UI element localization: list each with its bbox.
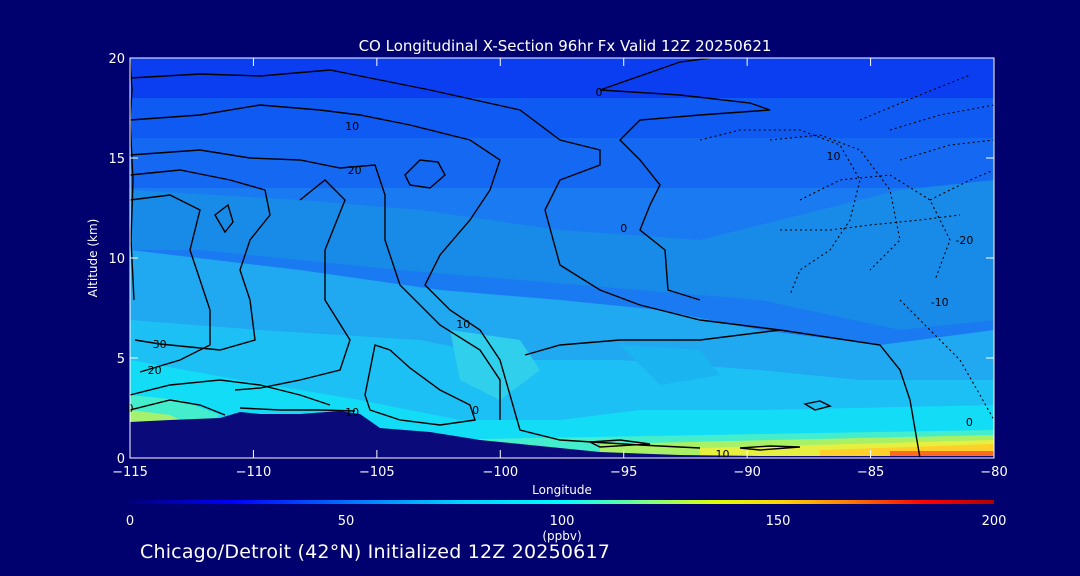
- y-tick-label: 20: [108, 52, 125, 67]
- x-tick-label: −80: [980, 465, 1007, 480]
- y-axis: 0 5 10 15 20: [108, 52, 994, 467]
- contour-label: 0: [472, 404, 479, 417]
- x-tick-label: −115: [112, 465, 148, 480]
- concentration-field: [130, 58, 994, 458]
- contour-label: 0: [620, 222, 627, 235]
- contour-label: -20: [955, 234, 973, 247]
- contour-label: 20: [348, 164, 362, 177]
- contour-label: 10: [456, 318, 470, 331]
- x-tick-label: −110: [236, 465, 272, 480]
- x-tick-label: −100: [482, 465, 518, 480]
- y-tick-label: 10: [108, 252, 125, 267]
- colorbar-tick-label: 100: [550, 514, 575, 529]
- contour-label: 0: [596, 86, 603, 99]
- x-tick-label: −95: [610, 465, 637, 480]
- colorbar-ticks: 0 50 100 150 200: [126, 514, 1007, 529]
- x-axis: −115 −110 −105 −100 −95 −90 −85 −80: [112, 58, 1008, 480]
- y-tick-label: 0: [117, 452, 125, 467]
- contour-label: 10: [345, 406, 359, 419]
- contour-label: 0: [966, 416, 973, 429]
- colorbar-tick-label: 50: [338, 514, 355, 529]
- contour-label: 10: [345, 120, 359, 133]
- x-axis-label: Longitude: [532, 483, 592, 497]
- x-tick-label: −90: [733, 465, 760, 480]
- x-tick-label: −105: [359, 465, 395, 480]
- colorbar-label: (ppbv): [542, 529, 581, 543]
- y-tick-label: 5: [117, 352, 125, 367]
- y-tick-label: 15: [108, 152, 125, 167]
- colorbar-tick-label: 0: [126, 514, 134, 529]
- colorbar: [130, 500, 994, 504]
- y-axis-label: Altitude (km): [86, 219, 100, 298]
- contour-label: 10: [827, 150, 841, 163]
- contour-label: -10: [931, 296, 949, 309]
- contour-label: 20: [148, 364, 162, 377]
- contour-label: 10: [715, 448, 729, 461]
- footer-caption: Chicago/Detroit (42°N) Initialized 12Z 2…: [140, 541, 611, 563]
- chart-title: CO Longitudinal X-Section 96hr Fx Valid …: [359, 37, 772, 55]
- colorbar-tick-label: 200: [982, 514, 1007, 529]
- x-tick-label: −85: [857, 465, 884, 480]
- colorbar-tick-label: 150: [766, 514, 791, 529]
- contour-label: 30: [153, 338, 167, 351]
